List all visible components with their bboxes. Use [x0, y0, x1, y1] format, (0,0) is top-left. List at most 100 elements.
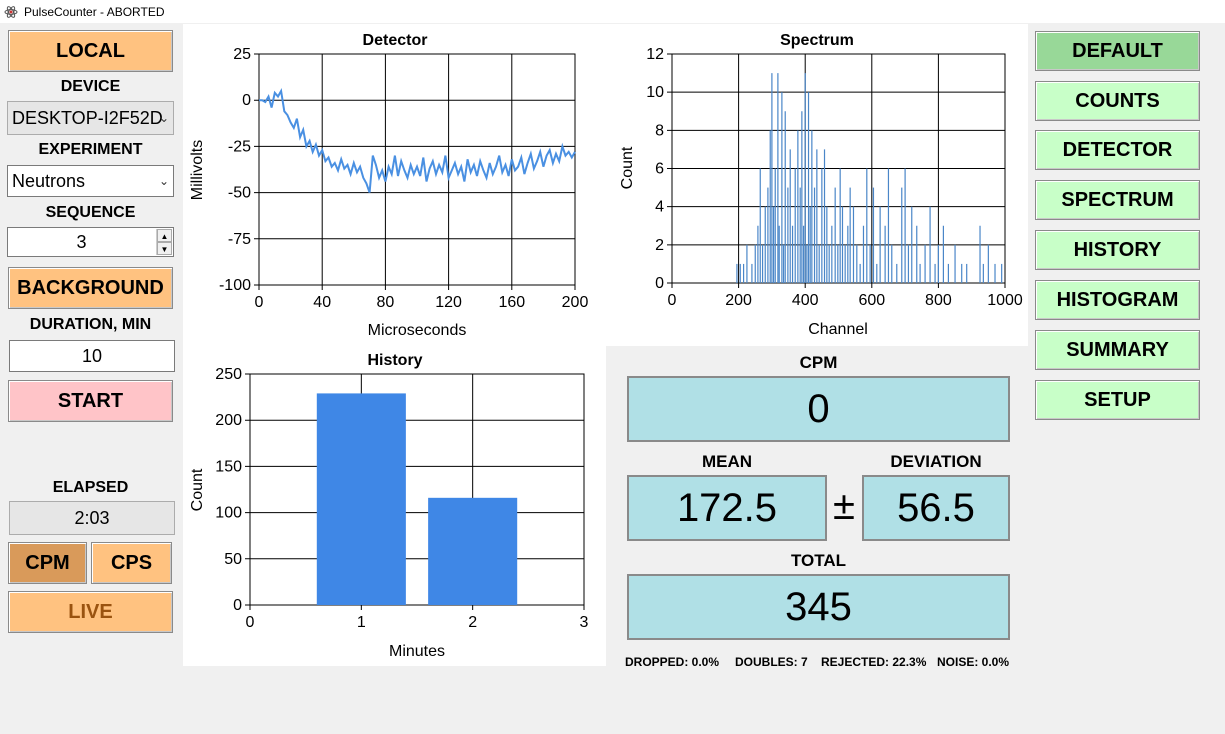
sequence-input[interactable]: 3 ▲ ▼ — [7, 227, 174, 257]
device-value: DESKTOP-I2F52D — [12, 107, 163, 128]
spectrum-y-tick-label: 2 — [655, 237, 664, 254]
cps-button[interactable]: CPS — [91, 542, 172, 584]
spectrum-x-tick-label: 0 — [668, 292, 677, 309]
dropped-stat: DROPPED: 0.0% — [625, 655, 720, 669]
total-display: 345 — [627, 574, 1010, 640]
detector-x-tick-label: 120 — [435, 294, 462, 311]
spectrum-x-tick-label: 1000 — [987, 292, 1023, 309]
spectrum-chart: Spectrum Channel Count 0 200 400 600 800 1000… — [619, 32, 1023, 338]
spectrum-y-tick-label: 12 — [646, 46, 664, 63]
history-x-tick-label: 1 — [357, 614, 366, 631]
default-button[interactable]: DEFAULT — [1035, 31, 1200, 71]
detector-x-tick-label: 200 — [562, 294, 589, 311]
detector-x-tick-label: 40 — [313, 294, 331, 311]
spectrum-y-tick-label: 0 — [655, 275, 664, 292]
device-label: DEVICE — [60, 78, 121, 95]
detector-y-tick-label: -100 — [219, 277, 251, 294]
detector-y-tick-label: -75 — [228, 231, 251, 248]
history-bar — [316, 393, 406, 605]
elapsed-label: ELAPSED — [52, 479, 129, 496]
history-y-tick-label: 150 — [215, 458, 242, 475]
detector-chart: Detector Microseconds Millivolts 0 40 80 12… — [189, 32, 588, 339]
spectrum-x-tick-label: 200 — [725, 292, 752, 309]
spectrum-x-label: Channel — [808, 321, 868, 338]
history-x-tick-label: 3 — [580, 614, 589, 631]
plus-minus-sign: ± — [833, 484, 855, 528]
elapsed-value: 2:03 — [74, 507, 110, 528]
history-y-tick-label: 0 — [233, 597, 242, 614]
spin-up-icon[interactable]: ▲ — [157, 229, 172, 242]
detector-y-tick-label: 0 — [242, 92, 251, 109]
experiment-value: Neutrons — [12, 170, 86, 191]
mean-value: 172.5 — [676, 485, 778, 530]
detector-title: Detector — [363, 32, 428, 49]
atom-icon — [4, 5, 18, 18]
history-title: History — [367, 352, 422, 369]
sequence-value: 3 — [76, 231, 87, 252]
elapsed-display: 2:03 — [9, 501, 175, 535]
history-x-tick-label: 0 — [246, 614, 255, 631]
chevron-down-icon: ⌄ — [158, 111, 169, 125]
mean-label: MEAN — [701, 452, 753, 471]
detector-x-tick-label: 160 — [498, 294, 525, 311]
device-select[interactable]: DESKTOP-I2F52D ⌄ — [7, 101, 174, 135]
duration-input[interactable]: 10 — [9, 340, 175, 372]
detector-y-label: Millivolts — [189, 140, 206, 200]
history-y-tick-label: 100 — [215, 505, 242, 522]
counts-button[interactable]: COUNTS — [1035, 81, 1200, 121]
chevron-down-icon: ⌄ — [158, 174, 169, 188]
deviation-display: 56.5 — [862, 475, 1010, 541]
detector-series-line — [259, 88, 576, 193]
spectrum-y-tick-label: 4 — [655, 199, 664, 216]
duration-value: 10 — [81, 345, 103, 366]
rejected-stat: REJECTED: 22.3% — [821, 655, 927, 669]
experiment-select[interactable]: Neutrons ⌄ — [7, 165, 174, 197]
detector-y-tick-label: -50 — [228, 185, 251, 202]
spectrum-y-tick-label: 10 — [646, 84, 664, 101]
detector-x-tick-label: 0 — [255, 294, 264, 311]
background-button[interactable]: BACKGROUND — [8, 267, 173, 309]
duration-label: DURATION, MIN — [29, 316, 152, 333]
deviation-value: 56.5 — [897, 485, 975, 530]
spectrum-button[interactable]: SPECTRUM — [1035, 180, 1200, 220]
cpm-display: 0 — [627, 376, 1010, 442]
total-label: TOTAL — [790, 551, 847, 570]
setup-button[interactable]: SETUP — [1035, 380, 1200, 420]
histogram-button[interactable]: HISTOGRAM — [1035, 280, 1200, 320]
history-button[interactable]: HISTORY — [1035, 230, 1200, 270]
detector-x-label: Microseconds — [368, 322, 467, 339]
mean-display: 172.5 — [627, 475, 827, 541]
local-button[interactable]: LOCAL — [8, 30, 173, 72]
cpm-button[interactable]: CPM — [8, 542, 87, 584]
detector-y-tick-label: -25 — [228, 138, 251, 155]
top-charts-panel — [183, 24, 1028, 346]
history-y-tick-label: 200 — [215, 412, 242, 429]
history-bar — [428, 497, 518, 605]
noise-stat: NOISE: 0.0% — [937, 655, 1010, 669]
sequence-label: SEQUENCE — [45, 204, 136, 221]
spectrum-x-tick-label: 400 — [792, 292, 819, 309]
history-y-label: Count — [189, 468, 206, 511]
sequence-spinner[interactable]: ▲ ▼ — [156, 229, 172, 255]
detector-y-tick-label: 25 — [233, 46, 251, 63]
history-chart: History Minutes Count 0 1 2 3 0 50 100 150 200 25… — [189, 352, 589, 660]
history-x-tick-label: 2 — [468, 614, 477, 631]
history-x-label: Minutes — [389, 643, 445, 660]
spectrum-y-tick-label: 8 — [655, 122, 664, 139]
history-y-tick-label: 50 — [224, 551, 242, 568]
experiment-label: EXPERIMENT — [38, 141, 143, 158]
cpm-value: 0 — [807, 386, 830, 431]
summary-button[interactable]: SUMMARY — [1035, 330, 1200, 370]
detector-x-tick-label: 80 — [377, 294, 395, 311]
detector-button[interactable]: DETECTOR — [1035, 130, 1200, 170]
spectrum-y-tick-label: 6 — [655, 161, 664, 178]
deviation-label: DEVIATION — [890, 452, 982, 471]
title-bar: PulseCounter - ABORTED — [0, 0, 1225, 23]
spectrum-y-label: Count — [619, 146, 636, 189]
start-button[interactable]: START — [8, 380, 173, 422]
history-plot-frame — [249, 373, 585, 606]
live-button[interactable]: LIVE — [8, 591, 173, 633]
spin-down-icon[interactable]: ▼ — [157, 242, 172, 255]
spectrum-title: Spectrum — [780, 32, 854, 49]
